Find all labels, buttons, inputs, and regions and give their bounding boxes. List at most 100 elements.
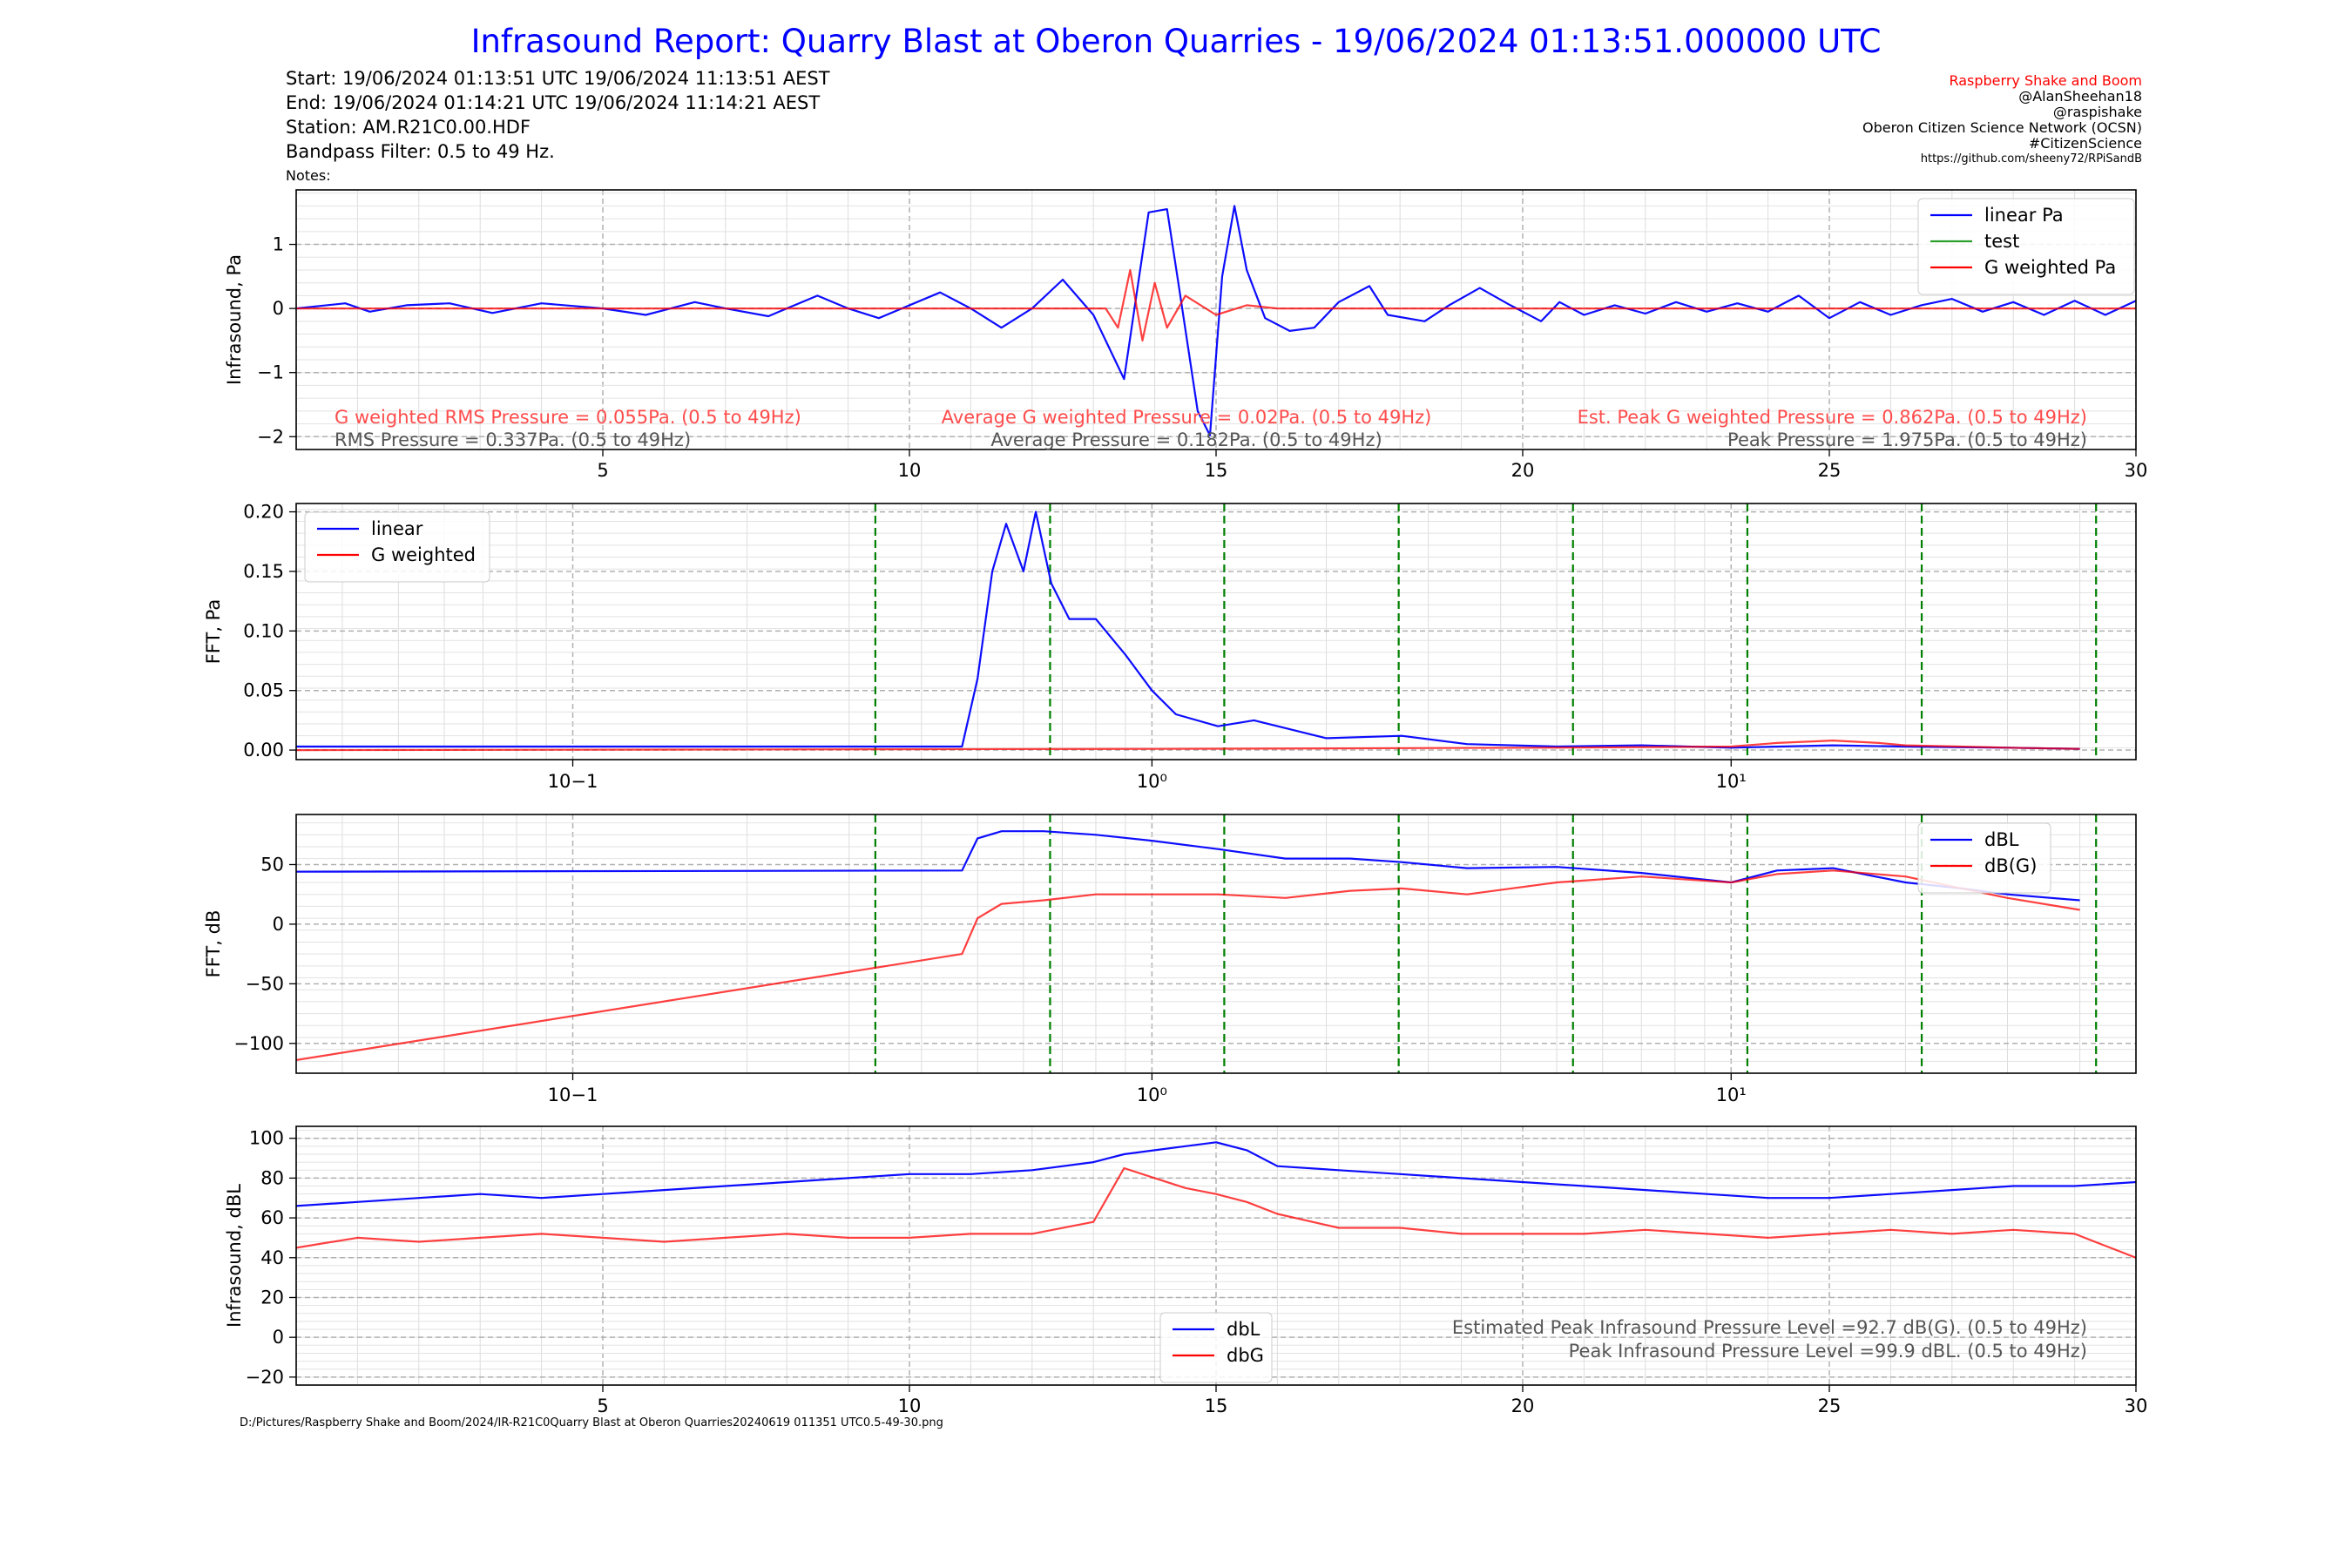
y-axis-label: Infrasound, Pa [224, 254, 245, 385]
x-tick-label: 10−1 [548, 1085, 598, 1105]
y-tick-label: 0.00 [243, 740, 284, 760]
y-tick-label: 40 [260, 1247, 284, 1268]
series-line-linear-pa [296, 205, 2136, 436]
grid [296, 504, 2136, 760]
series-line-g-weighted-pa [296, 268, 2136, 341]
series-group [296, 830, 2080, 1061]
average-pressure-annotation: Average Pressure = 0.182Pa. (0.5 to 49Hz… [990, 429, 1382, 450]
y-axis-label: FFT, Pa [203, 599, 224, 665]
y-tick-label: −100 [233, 1033, 284, 1054]
station-line: Station: AM.R21C0.00.HDF [286, 117, 531, 138]
credit-project: Raspberry Shake and Boom [1949, 72, 2142, 89]
x-tick-label: 30 [2125, 1396, 2148, 1416]
x-tick-label: 25 [1818, 1396, 1842, 1416]
credit-raspishake: @raspishake [2052, 104, 2142, 120]
series-line-g-weighted [296, 739, 2080, 752]
legend-label: dbL [1227, 1319, 1260, 1340]
series-group [296, 205, 2136, 436]
legend-label: linear Pa [1984, 205, 2064, 226]
credit-author: @AlanSheehan18 [2018, 88, 2142, 105]
peak-pressure-annotation: Peak Pressure = 1.975Pa. (0.5 to 49Hz) [1727, 429, 2087, 450]
chart-panel-4: 5 10 15 20 25 30 −20 0 20 40 60 80 100 Infrasound, dB… [224, 1125, 2148, 1416]
footer-file-path: D:/Pictures/Raspberry Shake and Boom/202… [240, 1416, 943, 1429]
g-peak-pressure-annotation: Est. Peak G weighted Pressure = 0.862Pa.… [1578, 407, 2087, 428]
series-group [296, 510, 2080, 752]
grid [296, 814, 2136, 1073]
legend: dBL dB(G) [1917, 822, 2051, 894]
legend: linear G weighted [304, 511, 490, 583]
legend-label: test [1984, 231, 2019, 252]
legend: dbL dbG [1159, 1312, 1273, 1383]
y-tick-label: 100 [249, 1128, 284, 1149]
y-tick-label: 80 [260, 1167, 284, 1188]
legend: linear Pa test G weighted Pa [1917, 198, 2135, 295]
x-tick-label: 25 [1818, 460, 1842, 481]
legend-label: dBL [1984, 829, 2019, 850]
rms-pressure-annotation: RMS Pressure = 0.337Pa. (0.5 to 49Hz) [335, 429, 691, 450]
legend-label: dbG [1227, 1345, 1264, 1366]
y-tick-label: 0.20 [243, 502, 284, 523]
series-line-dbl [296, 830, 2080, 902]
legend-label: G weighted [371, 544, 476, 565]
x-tick-label: 10¹ [1716, 771, 1747, 792]
x-tick-label: 30 [2125, 460, 2148, 481]
x-tick-label: 10⁰ [1137, 771, 1167, 792]
legend-box [1917, 198, 2135, 295]
x-tick-label: 10⁰ [1137, 1085, 1167, 1105]
legend-label: G weighted Pa [1984, 257, 2116, 278]
chart-panel-1: 5 10 15 20 25 30 −2 −1 0 1 Infrasound, Pa linear Pa… [224, 189, 2148, 481]
chart-panel-2: 10−1 10⁰ 10¹ 0.00 0.05 0.10 0.15 0.20 FFT, Pa lin… [203, 502, 2137, 792]
series-line-dbl [296, 1141, 2136, 1207]
x-tick-label: 20 [1511, 460, 1535, 481]
y-tick-label: 0.15 [243, 561, 284, 582]
x-tick-label: 15 [1205, 460, 1228, 481]
y-tick-label: 0.10 [243, 620, 284, 641]
credit-hashtag: #CitizenScience [2028, 135, 2142, 152]
legend-label: linear [371, 518, 423, 539]
estimated-peak-db-annotation: Estimated Peak Infrasound Pressure Level… [1452, 1317, 2087, 1338]
y-tick-label: 0.05 [243, 680, 284, 701]
notes-label: Notes: [286, 167, 331, 184]
series-line-db-g- [296, 869, 2080, 1061]
y-tick-label: 0 [273, 1327, 284, 1348]
series-line-linear [296, 510, 2080, 750]
grid [296, 190, 2136, 449]
credit-github-url: https://github.com/sheeny72/RPiSandB [1920, 152, 2142, 166]
start-time-line: Start: 19/06/2024 01:13:51 UTC 19/06/202… [286, 68, 830, 89]
chart-panel-3: 10−1 10⁰ 10¹ −100 −50 0 50 FFT, dB dBL dB(G) [203, 814, 2137, 1105]
y-tick-label: −20 [246, 1367, 284, 1388]
x-tick-label: 10 [898, 1396, 922, 1416]
credit-network: Oberon Citizen Science Network (OCSN) [1862, 119, 2142, 136]
y-tick-label: −50 [246, 973, 284, 994]
plot-frame [295, 814, 2137, 1074]
x-tick-label: 10−1 [548, 771, 598, 792]
x-tick-label: 15 [1205, 1396, 1228, 1416]
y-tick-label: −2 [257, 426, 284, 447]
y-tick-label: 50 [260, 854, 284, 875]
g-average-pressure-annotation: Average G weighted Pressure = 0.02Pa. (0… [942, 407, 1432, 428]
series-line-dbg [296, 1166, 2136, 1259]
end-time-line: End: 19/06/2024 01:14:21 UTC 19/06/2024 … [286, 92, 821, 113]
y-tick-label: 1 [273, 234, 284, 255]
g-rms-pressure-annotation: G weighted RMS Pressure = 0.055Pa. (0.5 … [335, 407, 801, 428]
x-tick-label: 5 [597, 1396, 608, 1416]
y-tick-label: 20 [260, 1287, 284, 1308]
x-tick-label: 5 [597, 460, 608, 481]
y-tick-label: 0 [273, 914, 284, 935]
series-group [296, 1141, 2136, 1259]
x-tick-label: 20 [1511, 1396, 1535, 1416]
y-axis-label: FFT, dB [203, 910, 224, 978]
peak-db-annotation: Peak Infrasound Pressure Level =99.9 dBL… [1569, 1341, 2087, 1362]
filter-line: Bandpass Filter: 0.5 to 49 Hz. [286, 141, 555, 162]
y-tick-label: −1 [257, 362, 284, 383]
x-tick-label: 10 [898, 460, 922, 481]
y-axis-label: Infrasound, dBL [224, 1184, 245, 1328]
y-tick-label: 0 [273, 298, 284, 319]
legend-label: dB(G) [1984, 855, 2037, 876]
y-tick-label: 60 [260, 1207, 284, 1228]
x-tick-label: 10¹ [1716, 1085, 1747, 1105]
report-title: Infrasound Report: Quarry Blast at Obero… [470, 23, 1882, 60]
plot-frame [295, 503, 2137, 760]
